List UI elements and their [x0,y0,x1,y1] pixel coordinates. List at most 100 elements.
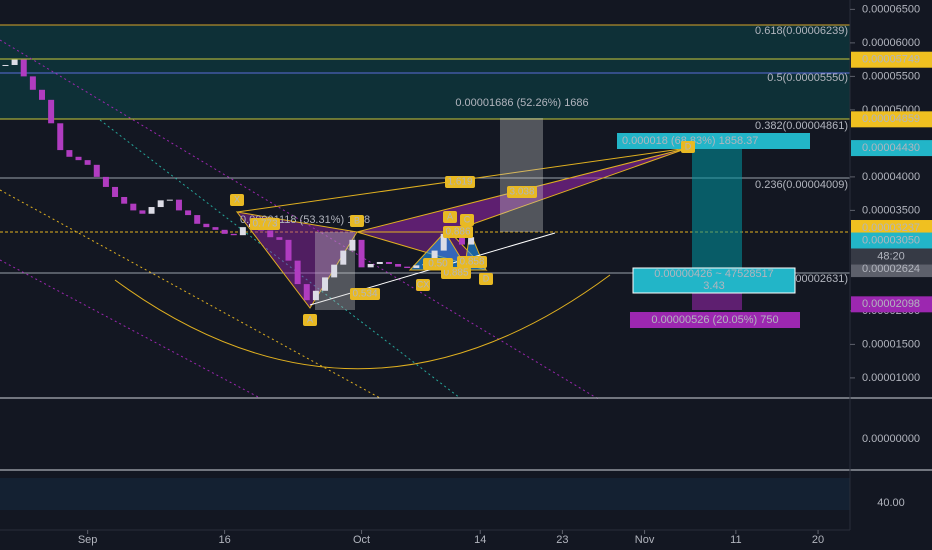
candle [322,277,329,291]
y-tick-label: 0.00003500 [862,204,920,216]
ratio-box [350,288,380,300]
channel [0,189,381,399]
price-tag-label: 0.00003237 [862,222,920,234]
price-tag-label: 0.00004859 [862,113,920,125]
x-tick-label: 16 [218,534,230,546]
candle [11,59,18,65]
price-tag-label: 0.00004430 [862,142,920,154]
candle [166,199,173,201]
range-box [500,118,543,232]
lower-pane-label: 40.00 [877,497,905,509]
countdown-box [851,248,932,265]
point-box [479,273,493,285]
price-tag-label: 0.00003050 [862,234,920,246]
ratio-label: 1.619 [447,177,472,188]
x-tick-label: Sep [78,534,98,546]
candle [102,176,109,187]
candle [230,233,237,236]
candle [185,210,192,216]
y-tick-label: 0.00001000 [862,372,920,384]
point-box [230,194,244,206]
candle [431,250,438,264]
annotation: 0.00001686 (52.26%) 1686 [455,97,588,109]
candle [121,196,128,204]
range-box [692,148,742,272]
candle [385,261,392,264]
candle [175,199,182,211]
ratio-label: 0.50 [428,259,448,270]
ratio-label: 0.858 [459,257,484,268]
candle [340,250,347,265]
candle [38,89,45,100]
ratio-box [250,218,280,230]
info-text: 0.00000426 ~ 47528517 [654,268,774,280]
info-text: 0.00000526 (20.05%) 750 [651,314,778,326]
y-tick-label: 0.00001500 [862,338,920,350]
fib-zone [0,25,850,119]
ratio-box [445,176,475,188]
countdown: 48:20 [877,250,905,262]
ratio-label: 0.885 [443,268,468,279]
candle [130,203,137,211]
candle [376,261,383,264]
ratio-box [423,258,453,270]
point-label: CX [417,279,430,289]
info-box [630,312,800,328]
candle [148,207,155,214]
candle [93,164,100,177]
candle [2,64,9,66]
candle [312,290,319,301]
channel [0,39,601,401]
point-label: B [354,215,360,225]
x-tick-label: 14 [474,534,486,546]
x-tick-label: Oct [353,534,370,546]
ratio-box [457,256,487,268]
point-box [460,214,474,226]
fib-label: 0.618(0.00006239) [755,25,848,37]
price-tag [851,296,932,313]
point-label: D [483,273,490,283]
info-box [617,133,810,149]
candle [349,239,356,251]
candle [267,230,274,238]
candle [221,229,228,234]
candle [203,223,210,228]
channel [0,259,261,399]
ratio-box [443,226,473,238]
candle [212,227,219,230]
info-text: 3.43 [703,280,724,292]
ratio-label: 3.038 [509,187,534,198]
rsi-band [0,478,850,510]
price-tag [851,220,932,237]
candle [458,231,465,245]
candle [112,186,119,197]
y-tick-label: 0.00004000 [862,171,920,183]
point-label: A [307,314,313,324]
candle [440,233,447,251]
candle [331,264,338,278]
fib-label: 0.236(0.00004009) [755,179,848,191]
candle [157,200,164,208]
candle [395,263,402,267]
candle [294,260,301,285]
fib-label: 0.5(0.00005550) [767,72,848,84]
point-box [350,215,364,227]
y-tick-label: 0.00006000 [862,37,920,49]
y-tick-label: 0.00006500 [862,3,920,15]
candle [367,263,374,268]
x-tick-label: 20 [812,534,824,546]
candle [20,59,27,77]
price-tag-label: 0.00005749 [862,54,920,66]
point-box [681,141,695,153]
price-tag [851,232,932,249]
candle [239,227,246,236]
candle [139,210,146,214]
candle [48,99,55,124]
point-label: A [447,211,453,221]
channel [99,119,461,399]
ratio-label: 0.886 [445,227,470,238]
point-box [416,279,430,291]
candle [84,160,91,165]
price-tag [851,261,932,278]
